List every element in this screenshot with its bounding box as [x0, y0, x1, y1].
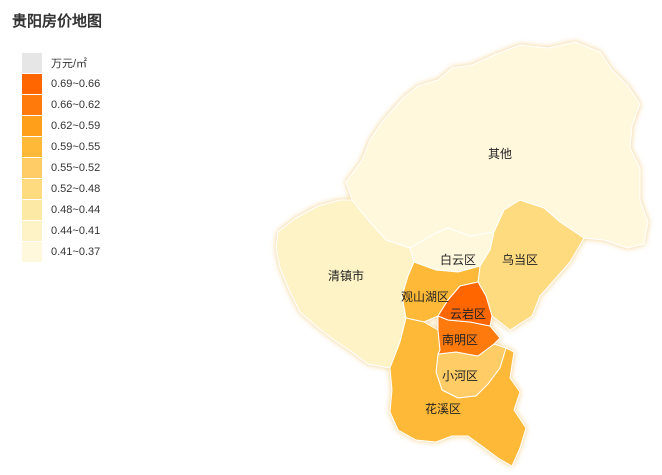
legend-item[interactable]: 0.55~0.52	[22, 157, 142, 178]
legend-item-label: 0.44~0.41	[51, 224, 101, 237]
region-label: 小河区	[442, 369, 478, 383]
legend-item[interactable]: 0.62~0.59	[22, 115, 142, 136]
region-label: 其他	[488, 147, 512, 161]
legend-item[interactable]: 0.69~0.66	[22, 73, 142, 94]
legend-item[interactable]: 0.44~0.41	[22, 220, 142, 241]
legend-swatch	[22, 220, 42, 241]
legend-swatch	[22, 199, 42, 220]
legend-item[interactable]: 0.59~0.55	[22, 136, 142, 157]
legend-swatch	[22, 52, 42, 73]
legend-unit-label: 万元/㎡	[51, 57, 88, 70]
legend-item[interactable]: 0.48~0.44	[22, 199, 142, 220]
legend-swatch	[22, 94, 42, 115]
legend-item-label: 0.52~0.48	[51, 182, 101, 195]
region-label: 观山湖区	[401, 289, 449, 304]
map-title: 贵阳房价地图	[12, 13, 103, 30]
region-label: 乌当区	[502, 252, 538, 267]
legend-item-label: 0.55~0.52	[51, 161, 101, 174]
region-yunyan[interactable]	[437, 281, 493, 327]
legend-unit: 万元/㎡	[22, 52, 142, 73]
region-label: 清镇市	[328, 268, 364, 283]
region-label: 云岩区	[450, 306, 486, 321]
legend: 万元/㎡ 0.69~0.66 0.66~0.62 0.62~0.59 0.59~…	[22, 52, 142, 262]
legend-swatch	[22, 73, 42, 94]
region-label: 花溪区	[425, 401, 461, 416]
legend-item-label: 0.41~0.37	[51, 245, 101, 258]
region-huaxi[interactable]	[389, 317, 527, 467]
legend-item-label: 0.66~0.62	[51, 98, 101, 111]
legend-item-label: 0.48~0.44	[51, 203, 101, 216]
legend-item[interactable]: 0.52~0.48	[22, 178, 142, 199]
legend-item[interactable]: 0.66~0.62	[22, 94, 142, 115]
region-qita[interactable]	[345, 41, 649, 249]
legend-swatch	[22, 115, 42, 136]
legend-swatch	[22, 241, 42, 262]
region-label: 白云区	[440, 252, 476, 267]
legend-item-label: 0.59~0.55	[51, 140, 101, 153]
region-label: 南明区	[442, 332, 478, 347]
legend-swatch	[22, 178, 42, 199]
legend-item-label: 0.62~0.59	[51, 119, 101, 132]
legend-swatch	[22, 157, 42, 178]
legend-swatch	[22, 136, 42, 157]
legend-item-label: 0.69~0.66	[51, 77, 101, 90]
legend-item[interactable]: 0.41~0.37	[22, 241, 142, 262]
